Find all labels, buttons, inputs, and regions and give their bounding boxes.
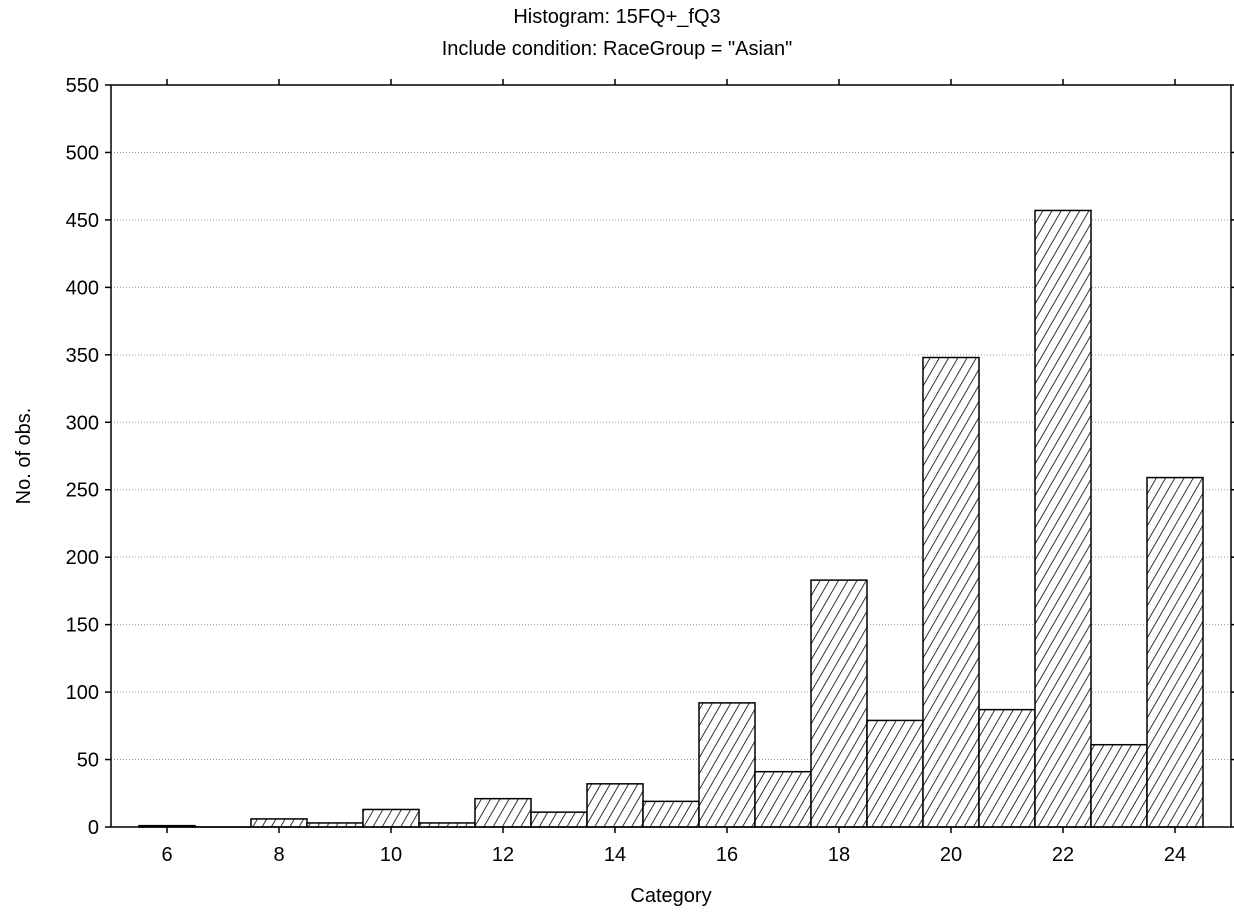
y-tick-label: 550 (66, 75, 99, 97)
histogram-bar (866, 719, 924, 828)
plot-area-frame (110, 84, 1232, 828)
x-tick-label: 8 (273, 844, 284, 866)
histogram-bar (698, 702, 756, 828)
x-axis-label: Category (630, 885, 711, 907)
x-tick-label: 16 (716, 844, 738, 866)
histogram-bar (754, 770, 812, 828)
y-axis-label: No. of obs. (13, 408, 35, 505)
y-tick-label: 500 (66, 142, 99, 164)
x-tick-label: 6 (161, 844, 172, 866)
y-tick-label: 50 (77, 750, 99, 772)
x-tick-label: 22 (1052, 844, 1074, 866)
histogram-bar (922, 356, 980, 828)
histogram-bar (362, 808, 420, 828)
histogram-bar (1034, 209, 1092, 828)
y-tick-label: 400 (66, 277, 99, 299)
histogram-bar (1090, 743, 1148, 828)
x-tick-label: 12 (492, 844, 514, 866)
y-tick-label: 0 (88, 817, 99, 839)
histogram-bar (642, 800, 700, 828)
x-tick-label: 20 (940, 844, 962, 866)
histogram-bar (978, 708, 1036, 828)
histogram-bar (810, 579, 868, 828)
y-tick-label: 350 (66, 345, 99, 367)
histogram-bar (1146, 476, 1204, 828)
x-tick-label: 18 (828, 844, 850, 866)
histogram-bar (474, 797, 532, 828)
histogram-bar (586, 783, 644, 828)
y-tick-label: 250 (66, 480, 99, 502)
x-tick-label: 14 (604, 844, 626, 866)
histogram-bar (530, 811, 588, 828)
chart-subtitle: Include condition: RaceGroup = "Asian" (441, 38, 793, 60)
x-tick-label: 24 (1164, 844, 1186, 866)
y-tick-label: 150 (66, 615, 99, 637)
y-tick-label: 100 (66, 682, 99, 704)
y-tick-label: 200 (66, 547, 99, 569)
y-tick-label: 300 (66, 412, 99, 434)
x-tick-label: 10 (380, 844, 402, 866)
histogram-bar (250, 818, 308, 828)
bars (138, 209, 1204, 828)
axis-ticks: 0 50 100 150 200 250 300 350 400 450 500 550 6 8 10 12 1… (66, 75, 1234, 866)
chart-title: Histogram: 15FQ+_fQ3 (513, 6, 721, 28)
y-tick-label: 450 (66, 210, 99, 232)
